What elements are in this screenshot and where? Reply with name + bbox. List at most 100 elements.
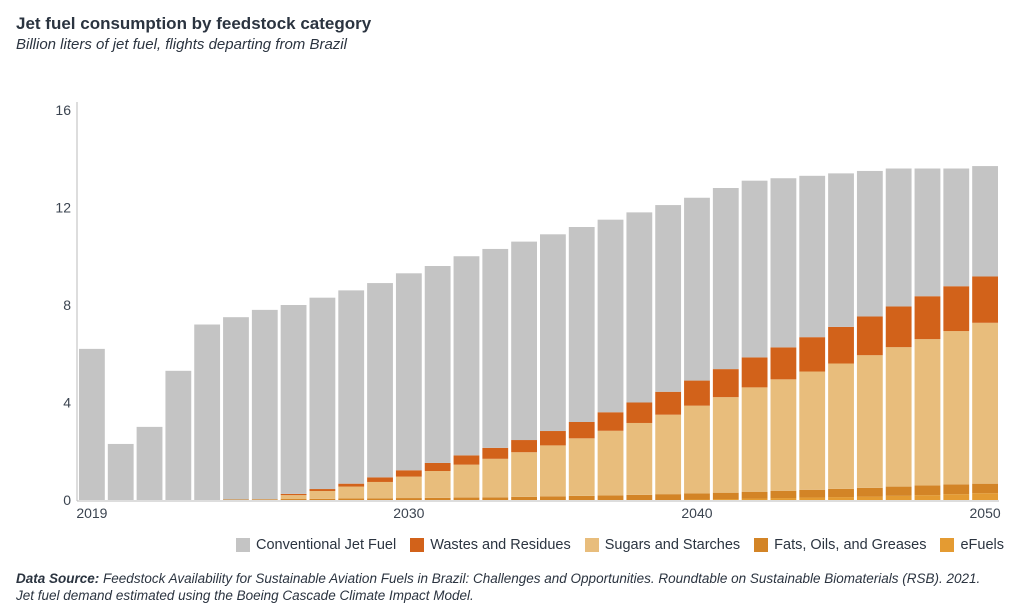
bar-segment-fats-oils-and-greases-2043 <box>770 490 797 499</box>
bar-segment-wastes-and-residues-2049 <box>943 286 970 332</box>
bar-segment-conventional-jet-fuel-2045 <box>828 173 854 327</box>
bar-segment-sugars-and-starches-2035 <box>540 445 566 497</box>
y-tick-label: 8 <box>63 297 71 313</box>
bar-segment-fats-oils-and-greases-2026 <box>280 499 307 500</box>
bar-segment-sugars-and-starches-2034 <box>511 452 537 497</box>
bar-segment-fats-oils-and-greases-2034 <box>511 496 537 500</box>
legend-item: Conventional Jet Fuel <box>235 537 396 553</box>
bar-segment-sugars-and-starches-2029 <box>367 481 393 499</box>
bar-segment-conventional-jet-fuel-2050 <box>972 166 998 277</box>
bar-segment-fats-oils-and-greases-2039 <box>655 494 682 500</box>
bar-segment-efuels-2047 <box>885 495 912 500</box>
data-source-note: Data Source: Feedstock Availability for … <box>16 570 996 604</box>
bar-segment-conventional-jet-fuel-2039 <box>655 205 682 392</box>
bar-segment-sugars-and-starches-2032 <box>453 464 480 498</box>
bar-segment-fats-oils-and-greases-2048 <box>914 485 941 496</box>
legend-label: Fats, Oils, and Greases <box>774 537 927 553</box>
source-text: Feedstock Availability for Sustainable A… <box>16 571 981 603</box>
bar-segment-conventional-jet-fuel-2042 <box>741 180 768 358</box>
y-tick-label: 16 <box>55 102 71 118</box>
bar-segment-fats-oils-and-greases-2028 <box>338 498 365 500</box>
bar-segment-efuels-2043 <box>770 498 797 500</box>
bar-segment-sugars-and-starches-2047 <box>885 347 912 487</box>
bar-segment-conventional-jet-fuel-2021 <box>136 426 163 500</box>
bar-segment-conventional-jet-fuel-2029 <box>367 283 393 478</box>
bar-segment-conventional-jet-fuel-2022 <box>165 370 192 500</box>
y-tick-label: 0 <box>63 492 71 508</box>
legend-label: Sugars and Starches <box>604 537 741 553</box>
bar-segment-wastes-and-residues-2050 <box>972 276 998 323</box>
legend-label: Wastes and Residues <box>430 537 571 553</box>
bar-segment-fats-oils-and-greases-2025 <box>251 499 278 500</box>
legend-item: Fats, Oils, and Greases <box>754 537 926 553</box>
legend-swatch <box>410 538 425 552</box>
bar-segment-conventional-jet-fuel-2024 <box>223 317 249 500</box>
bar-segment-conventional-jet-fuel-2049 <box>943 168 970 287</box>
bar-segment-conventional-jet-fuel-2044 <box>799 175 826 338</box>
bar-segment-conventional-jet-fuel-2047 <box>885 168 912 307</box>
bar-segment-conventional-jet-fuel-2040 <box>684 197 710 381</box>
bar-segment-sugars-and-starches-2041 <box>712 397 739 493</box>
bar-segment-sugars-and-starches-2033 <box>482 458 509 498</box>
bar-segment-sugars-and-starches-2028 <box>338 486 365 499</box>
bar-segment-fats-oils-and-greases-2044 <box>799 489 826 498</box>
bar-segment-efuels-2049 <box>943 494 970 500</box>
bar-segment-conventional-jet-fuel-2043 <box>770 178 797 348</box>
bar-segment-sugars-and-starches-2030 <box>395 476 422 499</box>
bar-segment-wastes-and-residues-2047 <box>885 306 912 348</box>
bar-segment-wastes-and-residues-2042 <box>741 357 768 388</box>
bar-segment-fats-oils-and-greases-2038 <box>626 494 653 500</box>
bar-segment-fats-oils-and-greases-2031 <box>424 497 451 500</box>
bar-segment-conventional-jet-fuel-2027 <box>309 297 336 490</box>
bar-segment-fats-oils-and-greases-2030 <box>395 498 422 500</box>
x-tick-label: 2019 <box>76 505 107 521</box>
bar-segment-fats-oils-and-greases-2037 <box>597 495 624 500</box>
bar-segment-fats-oils-and-greases-2050 <box>972 483 998 494</box>
bar-segment-sugars-and-starches-2044 <box>799 371 826 490</box>
bar-segment-sugars-and-starches-2038 <box>626 422 653 495</box>
bar-segment-conventional-jet-fuel-2036 <box>568 227 595 422</box>
bar-segment-conventional-jet-fuel-2032 <box>453 256 480 456</box>
bar-segment-wastes-and-residues-2045 <box>828 326 854 364</box>
x-tick-label: 2040 <box>681 505 712 521</box>
bar-segment-wastes-and-residues-2035 <box>540 431 566 446</box>
bar-segment-fats-oils-and-greases-2032 <box>453 497 480 500</box>
legend-item: Wastes and Residues <box>410 537 571 553</box>
bar-segment-wastes-and-residues-2046 <box>856 316 883 356</box>
bar-segment-conventional-jet-fuel-2025 <box>251 309 278 500</box>
bar-segment-fats-oils-and-greases-2033 <box>482 497 509 500</box>
bar-segment-conventional-jet-fuel-2019 <box>79 348 105 500</box>
legend-label: eFuels <box>960 537 1004 553</box>
y-tick-label: 4 <box>63 395 71 411</box>
bar-segment-wastes-and-residues-2039 <box>655 391 682 415</box>
bar-segment-conventional-jet-fuel-2041 <box>712 188 739 370</box>
bar-segment-sugars-and-starches-2048 <box>914 339 941 486</box>
bar-segment-fats-oils-and-greases-2046 <box>856 487 883 497</box>
bar-segment-wastes-and-residues-2031 <box>424 462 451 471</box>
bar-segment-conventional-jet-fuel-2038 <box>626 212 653 403</box>
stacked-bar-chart: 0 4 8 12 16 2019 2030 2040 2050 <box>55 102 1001 521</box>
legend-swatch <box>584 538 599 552</box>
bar-segment-fats-oils-and-greases-2036 <box>568 495 595 500</box>
bar-segment-conventional-jet-fuel-2046 <box>856 170 883 317</box>
bar-segment-conventional-jet-fuel-2028 <box>338 290 365 484</box>
bar-segment-wastes-and-residues-2026 <box>280 493 307 496</box>
bar-segment-fats-oils-and-greases-2047 <box>885 486 912 496</box>
bar-segment-wastes-and-residues-2027 <box>309 489 336 491</box>
bar-segment-sugars-and-starches-2042 <box>741 387 768 492</box>
y-tick-label: 12 <box>55 200 71 216</box>
bar-segment-conventional-jet-fuel-2034 <box>511 241 537 441</box>
bar-segment-wastes-and-residues-2033 <box>482 447 509 459</box>
bar-segment-wastes-and-residues-2048 <box>914 296 941 340</box>
bar-segment-conventional-jet-fuel-2031 <box>424 266 451 463</box>
bar-segment-efuels-2045 <box>828 497 854 500</box>
bar-segment-wastes-and-residues-2037 <box>597 412 624 431</box>
bar-segment-conventional-jet-fuel-2035 <box>540 234 566 432</box>
bar-segment-sugars-and-starches-2046 <box>856 355 883 488</box>
legend-item: eFuels <box>940 537 1004 553</box>
bar-segment-wastes-and-residues-2043 <box>770 347 797 380</box>
bar-segment-efuels-2044 <box>799 497 826 500</box>
legend-swatch <box>235 538 250 552</box>
bar-segment-conventional-jet-fuel-2020 <box>107 443 134 500</box>
bar-segment-conventional-jet-fuel-2037 <box>597 219 624 413</box>
